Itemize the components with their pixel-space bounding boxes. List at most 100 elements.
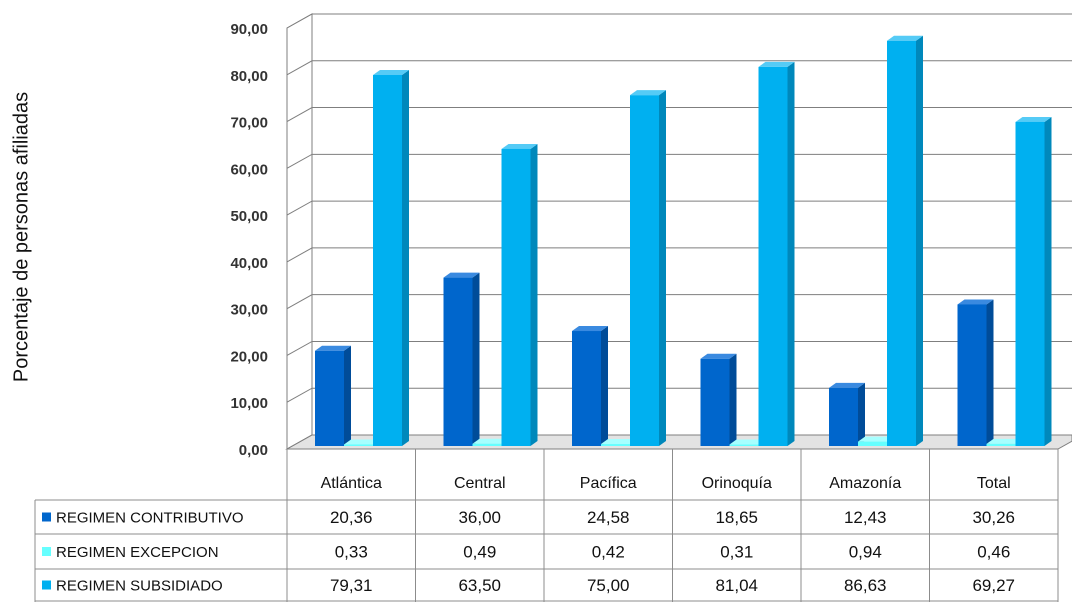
table-value-cell: 0,49 [463, 543, 496, 562]
bar-top-face [829, 382, 865, 388]
bar-top-face [472, 438, 509, 444]
bar-series-0-category-0 [315, 345, 351, 446]
y-tick-label: 50,00 [230, 208, 268, 225]
bar-top-face [957, 299, 994, 305]
bar-front-face [829, 387, 858, 446]
gridline [286, 247, 1072, 263]
table-category-label: Total [977, 475, 1011, 492]
bar-front-face [373, 75, 402, 447]
table-value-cell: 0,31 [720, 543, 753, 562]
bar-top-face [443, 272, 480, 278]
bar-side-face [729, 353, 737, 446]
bar-top-face [729, 439, 766, 445]
gridline [286, 340, 1072, 356]
bar-front-face [887, 40, 916, 447]
bar-side-face [659, 90, 666, 447]
bar-front-face [700, 358, 730, 446]
table-category-label: Atlántica [321, 475, 382, 492]
bar-front-face [858, 441, 887, 446]
bar-front-face [986, 443, 1016, 446]
bar-front-face [957, 304, 987, 446]
bar-front-face [601, 444, 630, 446]
bar-series-0-category-4 [829, 382, 865, 446]
bar-series-2-category-3 [758, 61, 795, 446]
table-value-cell: 36,00 [458, 508, 501, 527]
gridline [286, 107, 1072, 122]
bar-side-face [787, 61, 795, 446]
y-tick-label: 40,00 [230, 255, 268, 272]
legend-key-label: REGIMEN SUBSIDIADO [56, 578, 223, 595]
bar-series-2-category-5 [1015, 116, 1052, 446]
bar-front-face [501, 148, 531, 446]
bar-top-face [373, 70, 409, 76]
bar-front-face [472, 443, 502, 446]
table-value-cell: 24,58 [587, 508, 630, 527]
table-category-label: Amazonía [829, 475, 901, 492]
bar-front-face [315, 350, 344, 446]
bar-top-face [315, 345, 351, 351]
plot-side-wall [286, 13, 313, 450]
y-tick-label: 80,00 [230, 68, 268, 85]
gridline [286, 387, 1072, 403]
bar-side-face [530, 143, 538, 446]
bar-front-face [572, 331, 601, 446]
bar-top-face [700, 353, 737, 359]
bar-top-face [572, 326, 608, 332]
bar-top-face [344, 439, 380, 445]
table-value-cell: 12,43 [844, 508, 887, 527]
legend-key-swatch [42, 512, 51, 522]
y-tick-label: 30,00 [230, 302, 268, 319]
bar-series-0-category-1 [443, 272, 480, 446]
y-axis-title: Porcentaje de personas afiliadas [10, 92, 32, 382]
table-value-cell: 30,26 [972, 508, 1015, 527]
bar-side-face [472, 272, 480, 446]
bar-series-0-category-5 [957, 299, 994, 446]
table-value-cell: 0,33 [335, 543, 368, 562]
bar-front-face [1015, 121, 1045, 446]
table-value-cell: 86,63 [844, 576, 887, 595]
legend-key-label: REGIMEN EXCEPCION [56, 544, 219, 561]
bar-series-0-category-3 [700, 353, 737, 446]
gridlines [286, 13, 1072, 450]
gridline [286, 200, 1072, 216]
table-value-cell: 79,31 [330, 576, 373, 595]
bar-series-2-category-2 [630, 90, 666, 447]
gridline [286, 13, 1072, 29]
bar-top-face [630, 90, 666, 96]
bar-front-face [729, 444, 759, 446]
legend-key-swatch [42, 547, 51, 556]
gridline [286, 434, 1072, 450]
bar-top-face [501, 143, 538, 149]
bar-side-face [858, 382, 865, 446]
bar-side-face [344, 345, 351, 446]
y-tick-labels: 0,00 10,00 20,00 30,00 40,00 50,00 60,00 70,00 8… [230, 21, 268, 459]
table-value-cell: 75,00 [587, 576, 630, 595]
y-tick-label: 0,00 [239, 442, 268, 459]
bar-side-face [916, 35, 923, 447]
y-tick-label: 90,00 [230, 21, 268, 38]
y-tick-label: 60,00 [230, 161, 268, 178]
bar-top-face [858, 436, 894, 442]
y-tick-label: 70,00 [230, 115, 268, 132]
table-value-cell: 0,94 [849, 543, 882, 562]
bar-top-face [986, 438, 1023, 444]
table-value-cell: 0,42 [592, 543, 625, 562]
gridline [286, 153, 1072, 169]
table-category-label: Central [454, 475, 506, 492]
table-value-cell: 18,65 [715, 508, 758, 527]
table-category-label: Orinoquía [702, 475, 772, 492]
bar-side-face [601, 326, 608, 446]
y-tick-label: 10,00 [230, 395, 268, 412]
bar-side-face [986, 299, 994, 446]
gridline [286, 60, 1072, 76]
table-value-cell: 0,46 [977, 543, 1010, 562]
bar-front-face [758, 66, 788, 446]
table-value-cell: 63,50 [458, 576, 501, 595]
bar-series-2-category-1 [501, 143, 538, 446]
bar-side-face [1044, 116, 1052, 446]
bar-top-face [758, 61, 795, 67]
table-value-cell: 81,04 [715, 576, 758, 595]
bar-series-2-category-0 [373, 70, 409, 447]
table-category-label: Pacífica [580, 475, 637, 492]
bar-top-face [887, 35, 923, 41]
